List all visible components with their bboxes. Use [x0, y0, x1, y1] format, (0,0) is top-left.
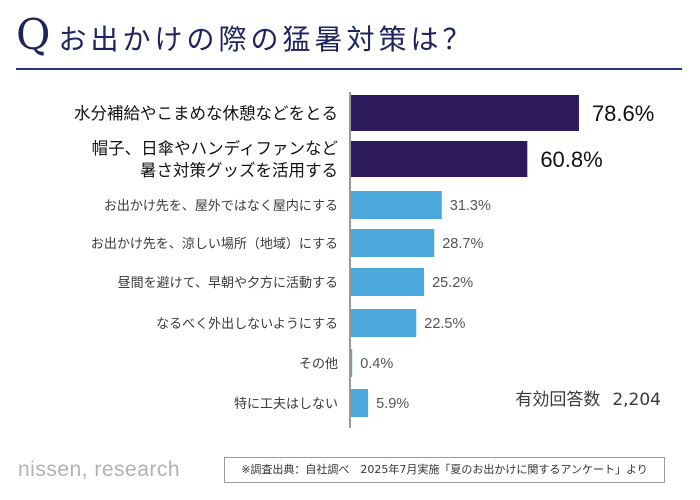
category-label-2: 帽子、日傘やハンディファンなど暑さ対策グッズを活用する [92, 138, 339, 180]
category-label-4: お出かけ先を、涼しい場所（地域）にする [91, 237, 338, 252]
value-label-8: 5.9% [376, 396, 409, 412]
category-label-6: なるべく外出しないようにする [156, 317, 338, 332]
value-label-6: 22.5% [424, 316, 465, 332]
value-label-2: 60.8% [540, 147, 602, 172]
respondent-count-value: 2,204 [612, 390, 661, 410]
category-label-5: 昼間を避けて、早朝や夕方に活動する [118, 275, 338, 291]
chart-title: Q お出かけの際の猛暑対策は？ [16, 14, 474, 66]
bar-8 [351, 389, 369, 417]
value-label-5: 25.2% [432, 275, 473, 291]
category-label-1: 水分補給やこまめな休憩などをとる [74, 104, 338, 123]
category-label-7: その他 [299, 357, 338, 372]
question-mark-letter: Q [16, 10, 51, 59]
bar-7 [351, 349, 353, 377]
value-label-7: 0.4% [360, 356, 393, 372]
bar-1 [351, 95, 579, 131]
title-underline [16, 68, 682, 70]
respondent-count-label: 有効回答数 [515, 390, 601, 410]
bar-5 [351, 268, 425, 296]
value-label-1: 78.6% [592, 101, 654, 126]
brand-logo: nissen, research [18, 458, 181, 481]
respondent-count: 有効回答数 2,204 [515, 385, 661, 410]
bar-3 [351, 191, 442, 219]
value-label-3: 31.3% [450, 198, 491, 214]
bar-6 [351, 309, 417, 337]
category-label-8: 特に工夫はしない [234, 397, 338, 412]
question-title: お出かけの際の猛暑対策は？ [58, 23, 475, 56]
bar-2 [351, 141, 528, 177]
category-label-3: お出かけ先を、屋外ではなく屋内にする [104, 198, 338, 214]
bar-4 [351, 229, 435, 257]
source-note: ※調査出典：自社調べ 2025年7月実施「夏のお出かけに関するアンケート」より [224, 457, 665, 483]
value-label-4: 28.7% [442, 236, 483, 252]
